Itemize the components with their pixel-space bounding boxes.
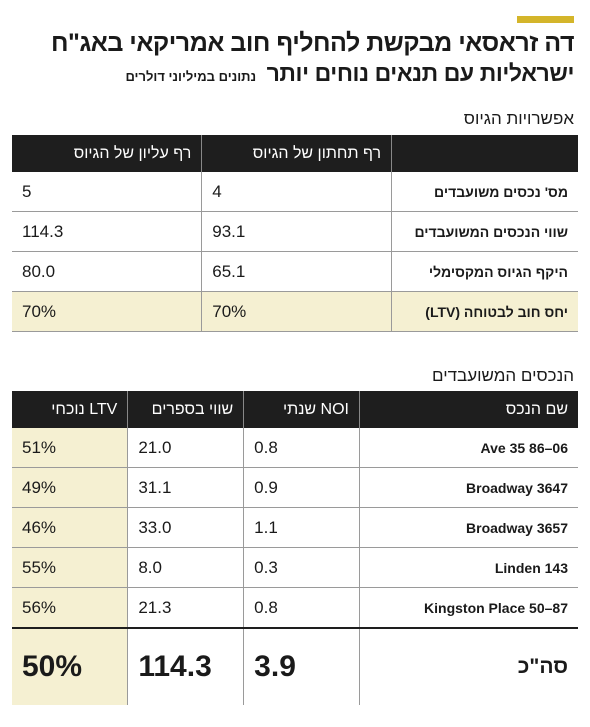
assets-header-ltv: LTV נוכחי xyxy=(12,391,128,428)
row-label: שווי הנכסים המשועבדים xyxy=(391,211,578,252)
low-value: 4 xyxy=(201,172,392,212)
book-value: 21.3 xyxy=(127,587,244,629)
noi-value: 0.9 xyxy=(243,467,360,508)
table-row: מס' נכסים משועבדים 4 5 xyxy=(12,172,578,212)
options-header-low: רף תחתון של הגיוס xyxy=(201,135,392,172)
table-row: 3657 Broadway 1.1 33.0 46% xyxy=(12,507,578,548)
ltv-value: 51% xyxy=(12,428,128,468)
ltv-value: 46% xyxy=(12,507,128,548)
table-row: היקף הגיוס המקסימלי 65.1 80.0 xyxy=(12,251,578,292)
total-label: סה"כ xyxy=(359,627,578,705)
asset-name: 06–86 35 Ave xyxy=(359,428,578,468)
asset-name: 3657 Broadway xyxy=(359,507,578,548)
ltv-value: 55% xyxy=(12,547,128,588)
row-label: היקף הגיוס המקסימלי xyxy=(391,251,578,292)
noi-value: 0.3 xyxy=(243,547,360,588)
high-value: 80.0 xyxy=(12,251,202,292)
options-section-title: אפשרויות הגיוס xyxy=(463,109,574,128)
total-row: סה"כ 3.9 114.3 50% xyxy=(12,627,578,705)
row-label: יחס חוב לבטוחה (LTV) xyxy=(391,291,578,332)
ltv-value: 56% xyxy=(12,587,128,629)
assets-header-row: שם הנכס NOI שנתי שווי בספרים LTV נוכחי xyxy=(12,391,578,428)
assets-header-book: שווי בספרים xyxy=(127,391,244,428)
noi-value: 0.8 xyxy=(243,428,360,468)
high-value: 5 xyxy=(12,172,202,212)
row-label: מס' נכסים משועבדים xyxy=(391,172,578,212)
assets-header-noi: NOI שנתי xyxy=(243,391,360,428)
options-header-row: רף תחתון של הגיוס רף עליון של הגיוס xyxy=(12,135,578,172)
table-row: שווי הנכסים המשועבדים 93.1 114.3 xyxy=(12,211,578,252)
table-row-highlighted: יחס חוב לבטוחה (LTV) 70% 70% xyxy=(12,291,578,332)
assets-section-title: הנכסים המשועבדים xyxy=(432,366,574,385)
options-table: רף תחתון של הגיוס רף עליון של הגיוס מס' … xyxy=(12,135,578,332)
book-value: 31.1 xyxy=(127,467,244,508)
assets-table: שם הנכס NOI שנתי שווי בספרים LTV נוכחי 0… xyxy=(12,391,578,705)
table-row: 87–50 Kingston Place 0.8 21.3 56% xyxy=(12,587,578,629)
book-value: 33.0 xyxy=(127,507,244,548)
ltv-value: 49% xyxy=(12,467,128,508)
noi-value: 1.1 xyxy=(243,507,360,548)
table-row: 3647 Broadway 0.9 31.1 49% xyxy=(12,467,578,508)
assets-header-name: שם הנכס xyxy=(359,391,578,428)
low-value: 65.1 xyxy=(201,251,392,292)
asset-name: 87–50 Kingston Place xyxy=(359,587,578,629)
book-value: 8.0 xyxy=(127,547,244,588)
accent-bar xyxy=(517,16,574,23)
total-book: 114.3 xyxy=(127,627,244,705)
noi-value: 0.8 xyxy=(243,587,360,629)
options-header-high: רף עליון של הגיוס xyxy=(12,135,202,172)
book-value: 21.0 xyxy=(127,428,244,468)
high-value: 70% xyxy=(12,291,202,332)
page-title: דה זראסאי מבקשת להחליף חוב אמריקאי באג"ח xyxy=(50,29,575,57)
total-noi: 3.9 xyxy=(243,627,360,705)
asset-name: 143 Linden xyxy=(359,547,578,588)
high-value: 114.3 xyxy=(12,211,202,252)
low-value: 93.1 xyxy=(201,211,392,252)
options-header-label xyxy=(391,135,578,172)
total-ltv: 50% xyxy=(12,627,128,705)
low-value: 70% xyxy=(201,291,392,332)
page-subtitle: ישראליות עם תנאים נוחים יותר xyxy=(266,60,575,86)
table-row: 143 Linden 0.3 8.0 55% xyxy=(12,547,578,588)
table-row: 06–86 35 Ave 0.8 21.0 51% xyxy=(12,428,578,468)
asset-name: 3647 Broadway xyxy=(359,467,578,508)
units-note: נתונים במיליוני דולרים xyxy=(125,69,257,84)
subtitle-row: ישראליות עם תנאים נוחים יותר נתונים במיל… xyxy=(14,60,574,90)
